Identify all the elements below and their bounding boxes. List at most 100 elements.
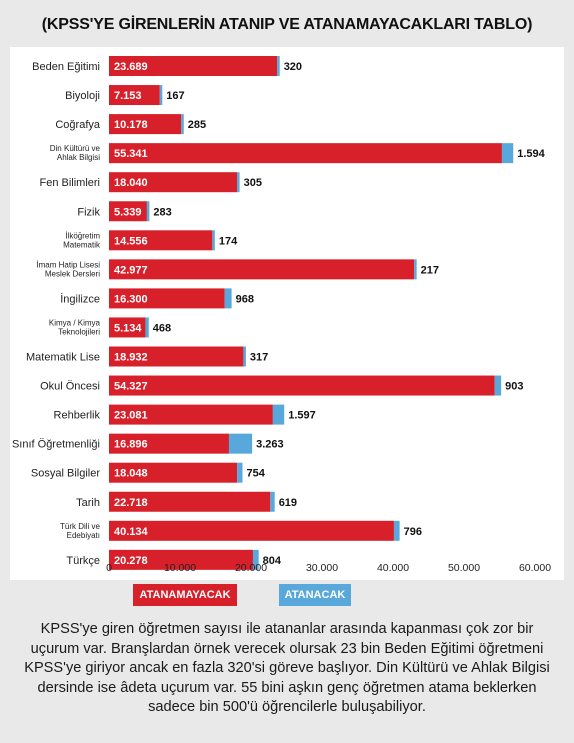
category-label: İlköğretim Matematik [63, 231, 101, 249]
bar-label-atanacak: 305 [244, 177, 262, 189]
bar-atanacak [272, 404, 285, 425]
bar-atanamayacak [109, 317, 146, 338]
legend-item-atanamayacak: ATANAMAYACAK [133, 584, 237, 606]
category-label-line: İmam Hatip Lisesi [36, 260, 100, 269]
category-label: Fizik [77, 206, 100, 218]
bar-chart: Beden Eğitimi 23.689 320 Biyoloji 7.153 167 Co… [10, 47, 564, 580]
bar-atanamayacak [109, 143, 502, 164]
bar-atanacak [228, 433, 253, 454]
bar-atanacak [224, 288, 232, 309]
x-tick-label: 50.000 [448, 562, 480, 574]
x-tick-label: 40.000 [377, 562, 409, 574]
bar-label-atanacak: 317 [250, 352, 268, 364]
bar-label-atanacak: 283 [153, 206, 171, 218]
bar-atanacak [146, 201, 150, 222]
bar-label-atanacak: 903 [505, 381, 523, 393]
bar-label-atanamayacak: 16.300 [114, 293, 148, 305]
category-label-line: İlköğretim [65, 231, 100, 240]
category-label: Beden Eğitimi [32, 61, 100, 73]
category-label: Tarih [76, 497, 100, 509]
bar-label-atanamayacak: 20.278 [114, 555, 148, 567]
bar-label-atanacak: 619 [279, 497, 297, 509]
bar-atanacak [181, 114, 184, 135]
bar-label-atanacak: 320 [284, 61, 302, 73]
bar-label-atanamayacak: 22.718 [114, 497, 148, 509]
bar-atanacak [393, 520, 400, 541]
category-label-line: Meslek Dersleri [45, 269, 100, 278]
bar-atanacak [145, 317, 149, 338]
caption-paragraph: KPSS'ye giren öğretmen sayısı ile atanan… [24, 621, 550, 716]
bar-label-atanamayacak: 40.134 [114, 526, 149, 538]
bar-atanamayacak [109, 462, 238, 483]
bar-atanamayacak [109, 172, 238, 193]
x-tick-label: 10.000 [164, 562, 196, 574]
category-label-line: Ahlak Bilgisi [57, 153, 100, 162]
category-label: Fen Bilimleri [39, 177, 100, 189]
category-label: İmam Hatip Lisesi Meslek Dersleri [36, 260, 100, 278]
bar-atanamayacak [109, 56, 278, 76]
category-label: Türk Dili ve Edebiyatı [60, 522, 101, 540]
bar-atanacak [212, 230, 215, 251]
bar-label-atanamayacak: 42.977 [114, 264, 148, 276]
bar-atanamayacak [109, 433, 229, 454]
bar-atanacak [494, 375, 502, 396]
bar-label-atanamayacak: 18.048 [114, 468, 148, 480]
bar-atanamayacak [109, 375, 495, 396]
bar-label-atanamayacak: 16.896 [114, 439, 148, 451]
category-label: Türkçe [66, 555, 100, 567]
category-label: Rehberlik [54, 410, 101, 422]
bar-label-atanamayacak: 14.556 [114, 235, 148, 247]
chart-title: (KPSS'YE GİRENLERİN ATANIP VE ATANAMAYAC… [41, 16, 533, 33]
category-label: Kimya / Kimya Teknolojileri [49, 318, 101, 336]
x-tick-label: 60.000 [519, 562, 551, 574]
bar-atanamayacak [109, 85, 160, 106]
bar-atanamayacak [109, 114, 182, 135]
bar-atanamayacak [109, 520, 394, 541]
bar-label-atanacak: 1.594 [517, 148, 545, 160]
bar-label-atanamayacak: 5.339 [114, 206, 142, 218]
category-label-line: Edebiyatı [67, 531, 100, 540]
bar-atanacak [243, 346, 246, 367]
bar-label-atanacak: 754 [246, 468, 265, 480]
category-label-line: Teknolojileri [58, 327, 100, 336]
bar-label-atanamayacak: 23.689 [114, 61, 148, 73]
bar-label-atanacak: 217 [421, 264, 439, 276]
bar-atanamayacak [109, 201, 147, 222]
bar-label-atanamayacak: 10.178 [114, 119, 148, 131]
chart-panel [10, 47, 564, 580]
x-tick-label: 0 [106, 562, 112, 574]
bar-atanamayacak [109, 346, 244, 367]
x-tick-label: 20.000 [235, 562, 267, 574]
bar-atanamayacak [109, 491, 271, 512]
bar-label-atanamayacak: 18.932 [114, 352, 148, 364]
bar-atanacak [414, 259, 417, 280]
category-label: Matematik Lise [26, 352, 100, 364]
bar-atanamayacak [109, 259, 415, 280]
bar-label-atanamayacak: 23.081 [114, 410, 148, 422]
legend-item-atanacak: ATANACAK [279, 584, 351, 606]
bar-atanacak [501, 143, 514, 164]
bar-label-atanacak: 3.263 [256, 439, 284, 451]
category-label: Coğrafya [55, 119, 101, 131]
bar-label-atanamayacak: 18.040 [114, 177, 148, 189]
bar-atanacak [237, 172, 240, 193]
bar-label-atanacak: 174 [219, 235, 238, 247]
bar-label-atanacak: 285 [188, 119, 206, 131]
bar-atanamayacak [109, 230, 213, 251]
bar-atanamayacak [109, 549, 253, 570]
bar-atanacak [237, 462, 243, 483]
bar-atanacak [252, 549, 259, 570]
category-label: Biyoloji [65, 90, 100, 102]
bar-atanamayacak [109, 288, 225, 309]
category-label: Sosyal Bilgiler [31, 468, 100, 480]
category-label: Okul Öncesi [40, 381, 100, 393]
category-label-line: Din Kültürü ve [50, 144, 101, 153]
category-label-line: Matematik [63, 240, 101, 249]
category-label-line: Türk Dili ve [60, 522, 101, 531]
category-label: İngilizce [60, 292, 100, 305]
bar-label-atanamayacak: 7.153 [114, 90, 142, 102]
bar-atanamayacak [109, 404, 273, 425]
category-label: Din Kültürü ve Ahlak Bilgisi [50, 144, 101, 162]
bar-atanacak [277, 56, 280, 76]
category-label: Sınıf Öğretmenliği [12, 439, 100, 451]
